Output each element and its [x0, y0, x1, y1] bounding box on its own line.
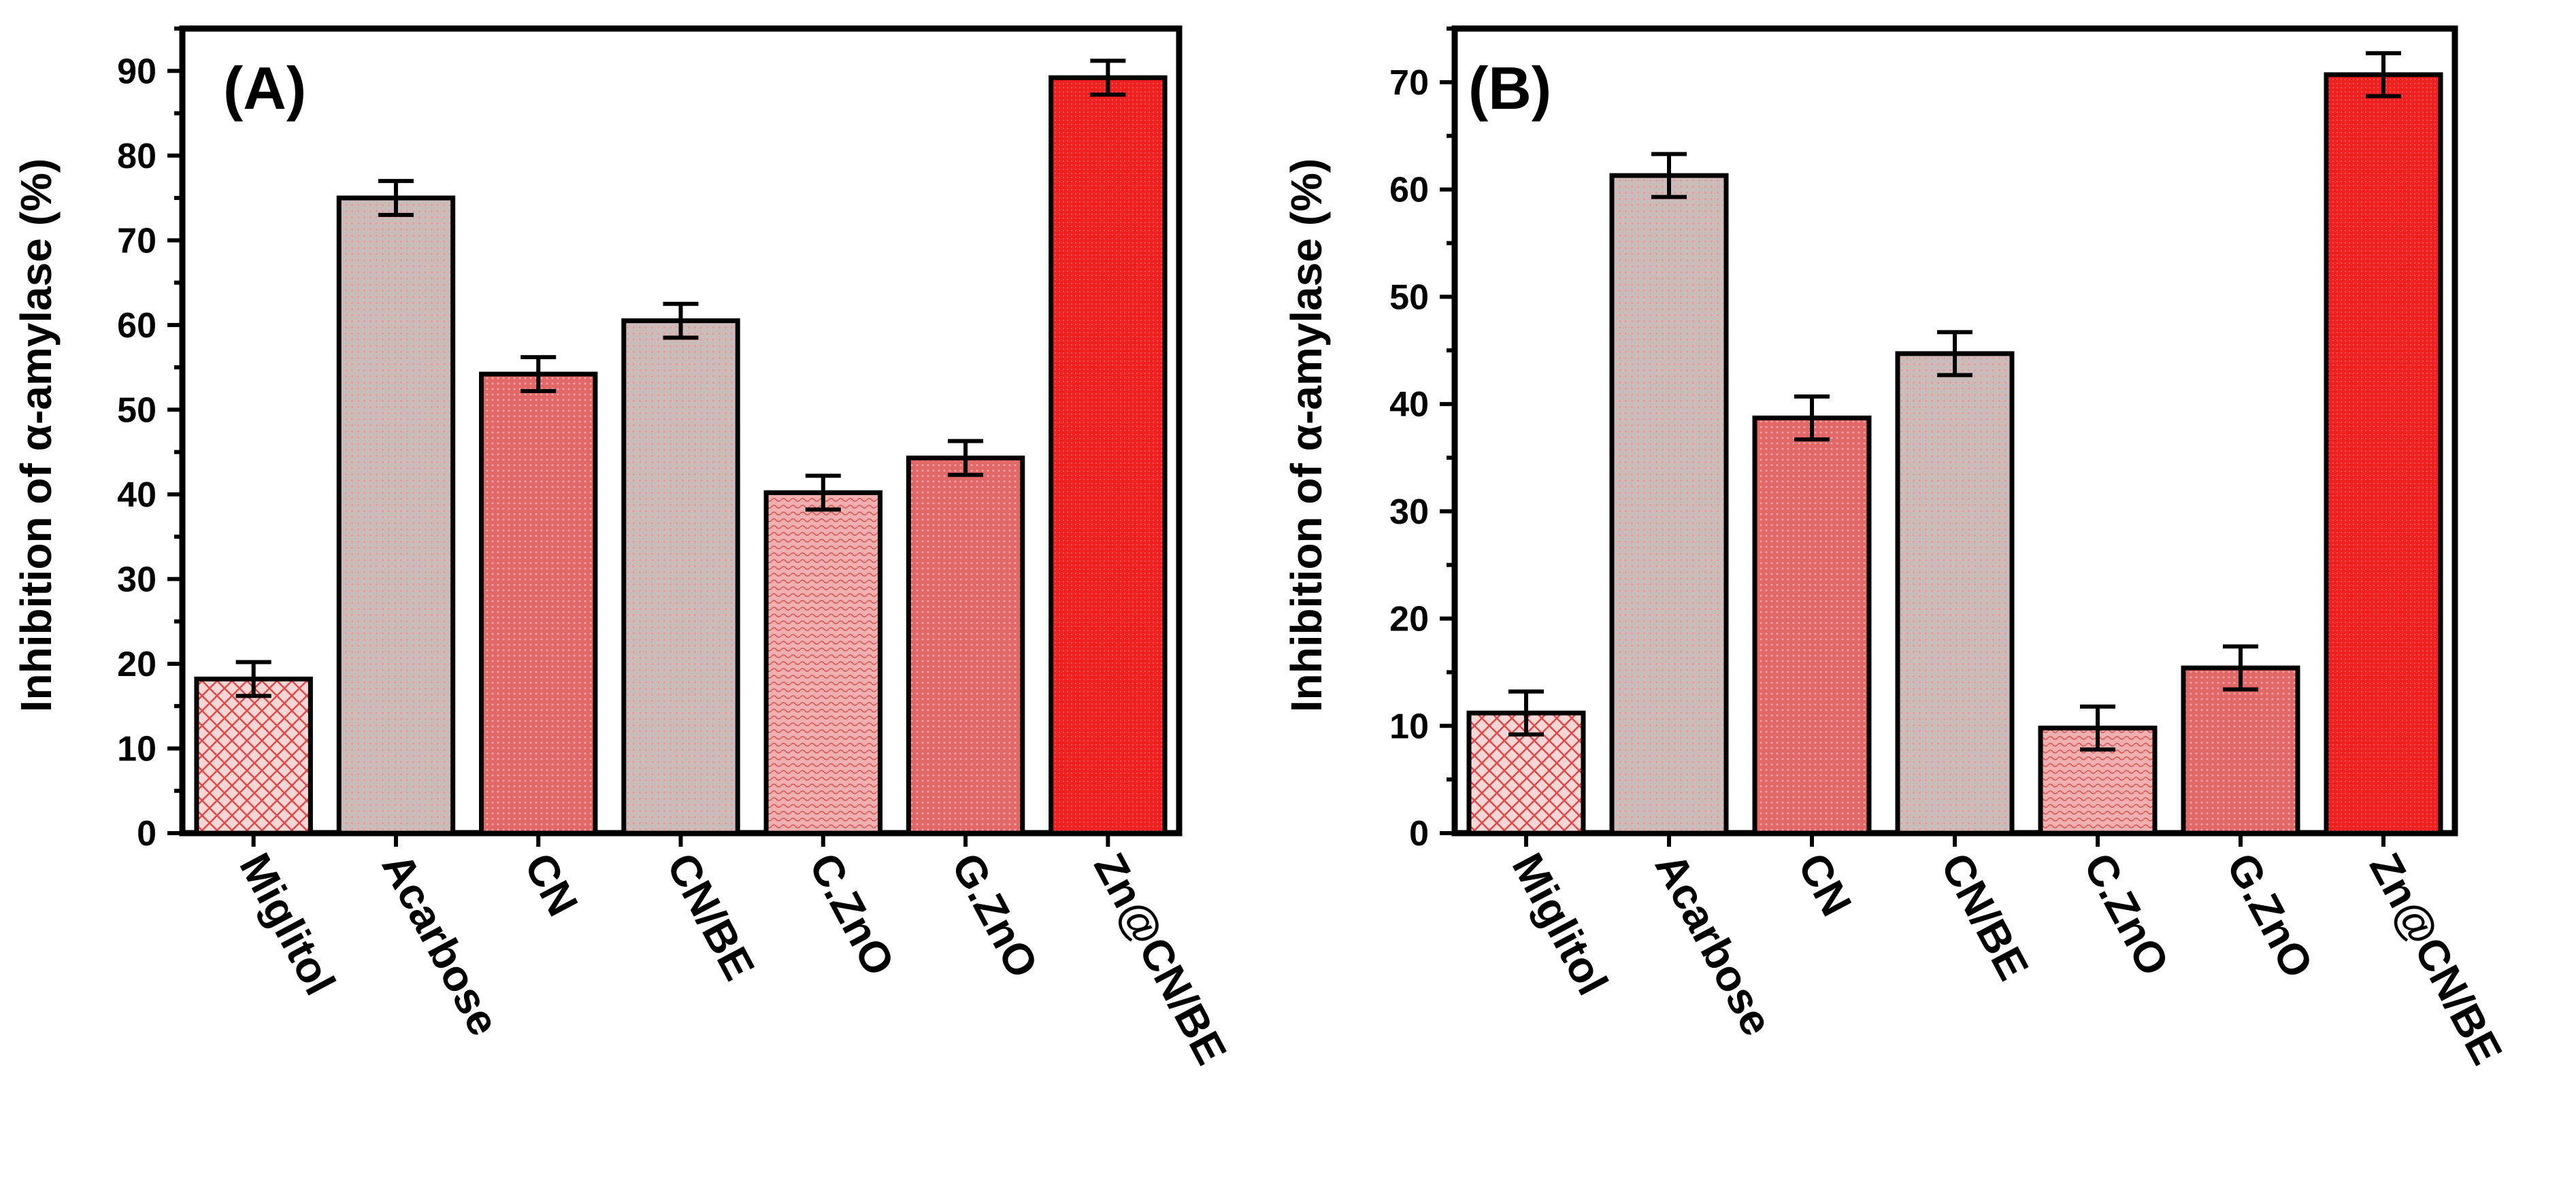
bar-zn-cn-be [2324, 72, 2443, 836]
x-category-label: G.ZnO [942, 845, 1048, 985]
bar-cn-be [621, 318, 740, 836]
bar-cn [479, 371, 598, 836]
bar-acarbose [336, 195, 456, 836]
y-tick-label: 90 [117, 52, 156, 91]
x-category-label: Miglitol [230, 845, 345, 1003]
y-axis-title: Inhibition of α-amylase (%) [12, 158, 61, 713]
y-tick-label: 10 [1389, 707, 1429, 746]
x-category-label: CN/BE [1932, 845, 2038, 988]
y-tick-label: 70 [1389, 63, 1429, 103]
bar-g-zno [906, 455, 1025, 836]
y-tick-label: 50 [117, 390, 156, 430]
chart-panel-b: 0 10 20 30 40 50 60 70 Inhibition of α-amylase (… [1282, 25, 2512, 1073]
x-category-label: CN [515, 845, 588, 924]
y-tick-label: 0 [137, 814, 156, 854]
y-tick-label: 30 [117, 560, 156, 599]
panel-label: (A) [223, 54, 306, 122]
bar-cn-be [1895, 351, 2015, 836]
y-tick-label: 70 [117, 221, 156, 260]
y-tick-label: 10 [117, 729, 156, 769]
bar-cn [1752, 416, 1872, 836]
y-tick-label: 40 [1389, 385, 1429, 424]
bar-g-zno [2181, 665, 2300, 836]
panel-label: (B) [1468, 54, 1551, 122]
y-tick-label: 20 [1389, 600, 1429, 639]
y-tick-label: 30 [1389, 492, 1429, 532]
bar-acarbose [1609, 173, 1729, 836]
x-category-label: G.ZnO [2217, 845, 2323, 985]
x-category-label: Miglitol [1503, 845, 1618, 1003]
x-category-label: C.ZnO [2075, 845, 2179, 983]
bar-c-zno [763, 490, 882, 836]
y-axis-title: Inhibition of α-amylase (%) [1282, 158, 1331, 713]
chart-panel-a: 0 10 20 30 40 50 60 70 80 90 Inhibition of α-amyla… [12, 25, 1236, 1073]
x-category-label: CN/BE [657, 845, 764, 988]
x-category-label: CN [1789, 845, 1862, 924]
y-tick-label: 80 [117, 137, 156, 176]
y-tick-label: 0 [1409, 814, 1429, 854]
y-tick-label: 20 [117, 645, 156, 684]
y-tick-label: 60 [117, 306, 156, 345]
bar-miglitol [194, 676, 313, 836]
x-category-label: Zn@CN/BE [2360, 845, 2512, 1073]
y-tick-label: 60 [1389, 171, 1429, 210]
bar-zn-cn-be [1048, 75, 1168, 836]
x-category-label: Zn@CN/BE [1085, 845, 1236, 1073]
x-category-label: Acarbose [373, 845, 510, 1043]
y-tick-label: 50 [1389, 277, 1429, 317]
x-category-label: C.ZnO [799, 845, 904, 983]
x-category-label: Acarbose [1646, 845, 1783, 1043]
y-tick-label: 40 [117, 475, 156, 515]
